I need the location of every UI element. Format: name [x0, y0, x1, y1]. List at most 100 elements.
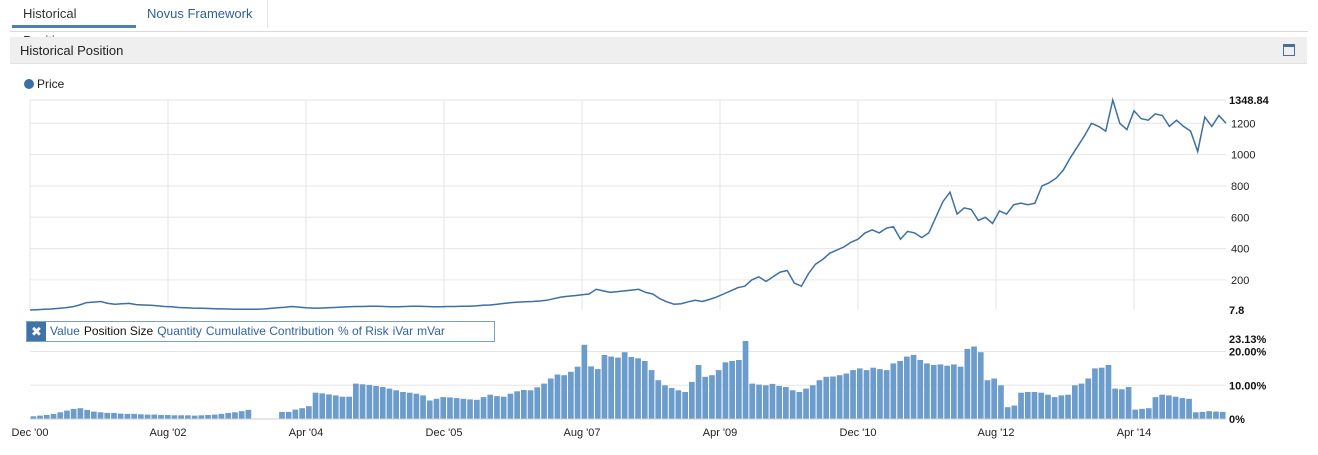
- position-size-bar: [474, 399, 480, 419]
- bar-axis-tick-label: 10.00%: [1229, 380, 1267, 392]
- position-size-bar: [655, 380, 662, 419]
- position-size-bar: [964, 348, 971, 419]
- price-axis-min-label: 7.8: [1229, 305, 1244, 317]
- position-size-bar: [1132, 409, 1139, 419]
- close-icon[interactable]: ✖: [27, 322, 46, 341]
- position-size-bar: [756, 384, 762, 419]
- position-size-bar: [77, 408, 84, 419]
- position-size-bar: [1152, 397, 1159, 419]
- chart-grid: [29, 99, 1226, 420]
- x-axis: Dec '00 Aug '02 Apr '04 Dec '05 Aug '07 Apr '…: [12, 427, 1152, 439]
- position-size-bar: [386, 388, 393, 419]
- position-size-bar: [413, 393, 420, 419]
- price-axis-tick-label: 1200: [1231, 118, 1255, 130]
- position-size-bar: [1031, 392, 1038, 419]
- position-size-bar: [312, 392, 319, 419]
- position-size-bar: [151, 414, 158, 419]
- position-size-bar: [453, 398, 460, 419]
- price-axis-tick-label: 200: [1231, 275, 1249, 287]
- metric-percent-of-risk[interactable]: % of Risk: [337, 324, 389, 338]
- position-size-bar: [588, 366, 594, 419]
- position-size-bar: [406, 392, 413, 419]
- position-size-bar: [232, 412, 238, 419]
- x-axis-tick-label: Dec '05: [426, 427, 463, 439]
- position-size-bar: [285, 411, 292, 419]
- position-size-bar: [1098, 367, 1105, 419]
- position-size-bar: [238, 411, 245, 419]
- position-size-bar: [480, 397, 487, 419]
- position-size-bar: [50, 413, 57, 419]
- position-size-bar: [373, 386, 379, 419]
- position-size-bar: [527, 390, 534, 419]
- position-size-bar: [742, 341, 749, 419]
- position-size-bar: [1192, 412, 1199, 419]
- position-size-bar: [467, 399, 473, 419]
- position-size-bar: [158, 415, 164, 419]
- metric-position-size[interactable]: Position Size: [83, 324, 154, 338]
- position-size-bar: [836, 375, 843, 419]
- position-size-bar: [1092, 368, 1098, 419]
- maximize-icon[interactable]: [1283, 44, 1295, 56]
- position-size-bar: [984, 380, 991, 419]
- position-size-bar: [581, 344, 588, 419]
- position-size-bar: [225, 412, 232, 419]
- position-size-bar: [366, 384, 373, 419]
- metric-selector: ✖ Value Position Size Quantity Cumulative Co…: [26, 321, 495, 342]
- bar-axis-tick-label: 20.00%: [1229, 347, 1267, 359]
- position-size-bar: [1058, 395, 1065, 419]
- position-size-bar: [43, 415, 50, 419]
- position-size-bar: [507, 393, 514, 419]
- metric-value[interactable]: Value: [50, 324, 80, 338]
- position-size-chart: 0% 10.00% 20.00%23.13%: [30, 334, 1267, 426]
- position-size-bar: [816, 380, 823, 419]
- position-size-bar: [1078, 383, 1085, 419]
- metric-mvar[interactable]: mVar: [417, 324, 445, 338]
- position-size-bar: [769, 383, 776, 419]
- metric-cumulative-contribution[interactable]: Cumulative Contribution: [205, 324, 334, 338]
- position-size-bar: [70, 408, 77, 419]
- metric-quantity[interactable]: Quantity: [157, 324, 202, 338]
- position-size-bar: [568, 371, 574, 419]
- position-size-bar: [205, 415, 211, 419]
- position-size-bar: [904, 356, 910, 419]
- position-size-bar: [426, 400, 433, 419]
- position-size-bar: [299, 408, 305, 419]
- position-size-bar: [30, 416, 37, 419]
- position-size-bar: [191, 415, 198, 419]
- position-size-bar: [440, 397, 447, 419]
- position-size-bar: [1125, 387, 1132, 419]
- price-axis-tick-label: 1000: [1231, 150, 1255, 162]
- x-axis-tick-label: Dec '10: [840, 427, 877, 439]
- position-size-bar: [776, 386, 782, 419]
- position-size-bar: [487, 394, 494, 419]
- position-size-bar: [1004, 407, 1011, 419]
- position-size-bar: [689, 381, 695, 419]
- x-axis-tick-label: Apr '09: [703, 427, 738, 439]
- position-size-bar: [1145, 408, 1152, 419]
- position-size-bar: [608, 356, 614, 419]
- position-size-bar: [339, 396, 346, 419]
- price-line: [29, 97, 1227, 311]
- position-size-bar: [400, 392, 406, 419]
- position-size-bar: [621, 352, 628, 419]
- price-axis-tick-label: 400: [1231, 244, 1249, 256]
- position-size-bar: [675, 390, 682, 419]
- position-size-bar: [843, 373, 850, 419]
- position-size-bar: [379, 387, 386, 419]
- position-size-bar: [695, 365, 702, 419]
- position-size-bar: [178, 415, 184, 419]
- metric-ivar[interactable]: iVar: [392, 324, 414, 338]
- price-axis-tick-label: 600: [1231, 212, 1249, 224]
- position-size-bar: [1179, 398, 1186, 419]
- position-size-bar: [97, 412, 104, 419]
- position-size-bar: [144, 414, 151, 419]
- position-size-bar: [104, 412, 111, 419]
- position-size-bar: [198, 415, 205, 419]
- chart-legend[interactable]: Price: [24, 77, 64, 91]
- position-size-bar: [803, 388, 809, 419]
- position-size-bar: [789, 390, 796, 419]
- position-size-bar: [111, 412, 117, 419]
- position-size-bar: [353, 383, 359, 419]
- tab-novus-framework[interactable]: Novus Framework: [136, 0, 268, 28]
